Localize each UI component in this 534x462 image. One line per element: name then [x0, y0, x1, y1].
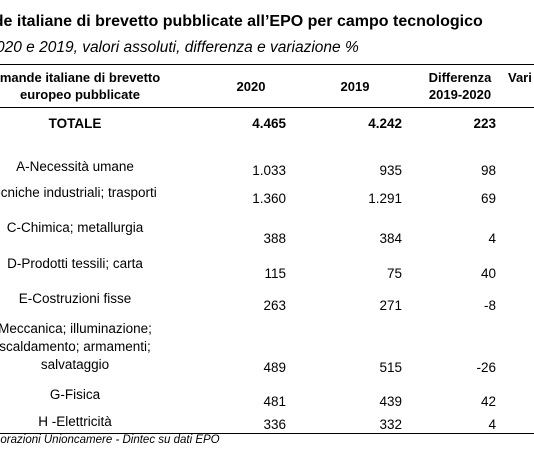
- row-label: H -Elettricità: [38, 414, 112, 429]
- row-value-2019: 271: [379, 298, 402, 313]
- row-label: D-Prodotti tessili; carta: [7, 256, 143, 271]
- source-note: borazioni Unioncamere - Dintec su dati E…: [0, 434, 220, 446]
- row-value-2019: 384: [379, 231, 402, 246]
- header-variation: Vari: [508, 70, 532, 85]
- row-label: TOTALE: [48, 116, 102, 131]
- row-value-2019: 75: [386, 266, 402, 281]
- row-label: E-Costruzioni fisse: [18, 291, 132, 306]
- row-label: G-Fisica: [49, 387, 101, 402]
- header-2020: 2020: [236, 79, 266, 94]
- row-value-2020: 263: [263, 298, 286, 313]
- table-bottom-rule: [0, 433, 534, 434]
- row-difference: 40: [480, 266, 496, 281]
- header-difference-line2: 2019-2020: [428, 87, 492, 102]
- row-value-2020: 336: [263, 417, 286, 432]
- row-value-2020: 489: [263, 360, 286, 375]
- header-difference: Differenza 2019-2020: [410, 69, 510, 103]
- row-difference: 42: [480, 394, 496, 409]
- table-subtitle: 020 e 2019, valori assoluti, differenza …: [0, 39, 359, 56]
- row-value-2019: 935: [379, 163, 402, 178]
- row-value-2019: 515: [379, 360, 402, 375]
- row-value-2020: 4.465: [252, 116, 286, 131]
- row-difference: 69: [480, 191, 496, 206]
- row-difference: -26: [476, 360, 496, 375]
- row-difference: 4: [488, 231, 496, 246]
- table-title: nde italiane di brevetto pubblicate all’…: [0, 13, 483, 30]
- row-value-2019: 439: [379, 394, 402, 409]
- header-top-rule: [0, 64, 534, 65]
- row-value-2020: 481: [263, 394, 286, 409]
- row-difference: 223: [473, 116, 496, 131]
- row-label: A-Necessità umane: [16, 159, 134, 174]
- row-difference: 98: [480, 163, 496, 178]
- row-label: Meccanica; illuminazione; scaldamento; a…: [0, 321, 152, 372]
- row-value-2019: 332: [379, 417, 402, 432]
- row-value-2020: 115: [264, 266, 286, 281]
- row-label: C-Chimica; metallurgia: [6, 220, 144, 235]
- row-value-2020: 388: [263, 231, 286, 246]
- row-value-2020: 1.033: [252, 163, 286, 178]
- header-bottom-rule: [0, 107, 534, 108]
- row-label: ecniche industriali; trasporti: [0, 185, 157, 200]
- header-category: mande italiane di brevetto europeo pubbl…: [0, 70, 161, 102]
- header-2019: 2019: [340, 79, 370, 94]
- row-difference: 4: [488, 417, 496, 432]
- row-difference: -8: [483, 298, 496, 313]
- row-value-2019: 4.242: [368, 116, 402, 131]
- row-value-2019: 1.291: [368, 191, 402, 206]
- row-value-2020: 1.360: [252, 191, 286, 206]
- header-difference-line1: Differenza: [428, 70, 492, 85]
